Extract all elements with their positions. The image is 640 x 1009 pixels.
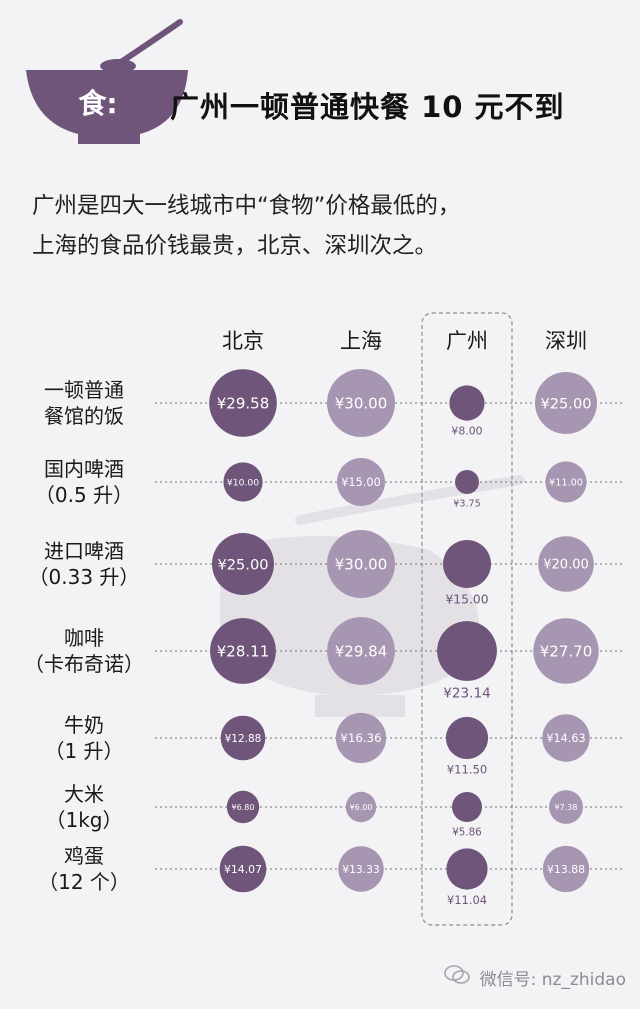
price-label: ¥11.04 [447, 893, 487, 907]
row-label: （1 升） [44, 739, 123, 763]
row-label: （0.5 升） [35, 483, 133, 507]
price-bubble [449, 385, 485, 421]
price-label: ¥12.88 [225, 733, 262, 745]
price-bubble [533, 618, 599, 684]
price-bubble [220, 715, 266, 761]
price-label: ¥20.00 [543, 558, 589, 573]
header: 食: 广州一顿普通快餐 10 元不到 [0, 0, 640, 160]
price-label: ¥30.00 [335, 394, 388, 412]
price-label: ¥13.33 [342, 863, 379, 876]
price-label: ¥14.63 [546, 732, 585, 745]
row-label: 牛奶 [64, 713, 104, 737]
row-label: 大米 [64, 782, 104, 806]
row-label: 一顿普通 [44, 378, 124, 402]
price-label: ¥23.14 [443, 685, 491, 701]
row-label: 餐馆的饭 [44, 404, 124, 428]
price-bubble [545, 461, 587, 503]
price-label: ¥28.11 [217, 642, 270, 660]
price-label: ¥25.00 [540, 395, 591, 412]
row-label: （卡布奇诺） [24, 652, 144, 676]
bowl-watermark [220, 475, 525, 717]
price-label: ¥8.00 [451, 424, 482, 437]
price-label: ¥29.84 [335, 642, 388, 660]
footer: 微信号: nz_zhidao [444, 965, 626, 990]
bowl-icon [26, 19, 188, 144]
price-bubble [327, 530, 395, 598]
wechat-icon [444, 965, 471, 990]
price-bubble [337, 458, 385, 506]
city-header: 北京 [222, 329, 264, 353]
price-bubble [446, 848, 488, 890]
price-label: ¥13.88 [547, 863, 585, 876]
price-label: ¥15.00 [341, 476, 381, 489]
price-bubble [219, 845, 267, 893]
price-bubble [327, 369, 395, 437]
row-label: 国内啤酒 [44, 457, 124, 481]
row-label: 咖啡 [64, 626, 104, 650]
chart-row: 鸡蛋（12 个） ¥14.07 ¥13.33 ¥11.04 ¥13.88 [38, 844, 625, 907]
price-bubble [549, 790, 583, 824]
price-label: ¥6.00 [350, 803, 373, 812]
chart-row: 大米（1kg） ¥6.80 ¥6.00 ¥5.86 ¥7.38 [45, 782, 625, 838]
price-label: ¥29.58 [217, 394, 270, 412]
price-bubble [209, 369, 277, 437]
price-bubble [345, 791, 377, 823]
intro-line-2: 上海的食品价钱最贵，北京、深圳次之。 [32, 233, 438, 259]
row-label: 进口啤酒 [44, 539, 124, 563]
price-bubble [455, 470, 479, 494]
price-label: ¥30.00 [335, 555, 388, 573]
price-bubble [452, 792, 482, 822]
price-label: ¥11.50 [447, 763, 488, 777]
price-label: ¥15.00 [445, 592, 488, 606]
chart-row: 牛奶（1 升） ¥12.88 ¥16.36 ¥11.50 ¥14.63 [44, 712, 625, 777]
row-label: （12 个） [38, 870, 130, 894]
city-header: 广州 [446, 329, 488, 353]
price-label: ¥5.86 [452, 826, 481, 838]
price-bubble [210, 618, 276, 684]
price-label: ¥27.70 [540, 642, 593, 660]
price-bubble [542, 714, 590, 762]
price-label: ¥7.38 [555, 803, 578, 812]
price-bubble [542, 845, 590, 893]
header-icon-char: 食: [78, 87, 118, 120]
highlight-column-frame [421, 312, 513, 926]
price-bubble [445, 716, 489, 760]
price-label: ¥25.00 [217, 556, 268, 573]
price-bubble [535, 372, 597, 434]
chart-row: 咖啡（卡布奇诺） ¥28.11 ¥29.84 ¥23.14 ¥27.70 [24, 617, 625, 701]
price-bubble [437, 621, 497, 681]
price-bubble [538, 536, 594, 592]
chart-row: 进口啤酒（0.33 升） ¥25.00 ¥30.00 ¥15.00 ¥20.00 [29, 530, 625, 606]
city-header: 上海 [340, 329, 382, 353]
price-label: ¥6.80 [232, 803, 255, 812]
chart-row: 国内啤酒（0.5 升） ¥10.00 ¥15.00 ¥3.75 ¥11.00 [35, 457, 625, 510]
price-bubble [338, 846, 384, 892]
intro-line-1: 广州是四大一线城市中“食物”价格最低的， [32, 193, 461, 219]
price-label: ¥14.07 [224, 863, 262, 876]
row-label: （0.33 升） [29, 565, 140, 589]
footer-text: 微信号: nz_zhidao [479, 970, 626, 990]
row-label: （1kg） [45, 808, 122, 832]
price-label: ¥11.00 [549, 477, 583, 488]
price-bubble [226, 790, 260, 824]
city-header: 深圳 [545, 329, 587, 353]
price-bubble [327, 617, 395, 685]
page-title: 广州一顿普通快餐 10 元不到 [170, 90, 565, 124]
row-label: 鸡蛋 [64, 844, 104, 868]
price-label: ¥10.00 [227, 477, 259, 488]
price-label: ¥16.36 [340, 731, 381, 745]
price-chart: 北京 上海 广州 深圳一顿普通 餐馆的饭 ¥29.58 ¥30.00 ¥8.00 ¥25.00 国… [0, 300, 640, 940]
price-bubble [443, 540, 491, 588]
price-bubble [335, 712, 387, 764]
price-bubble [212, 533, 274, 595]
intro-text: 广州是四大一线城市中“食物”价格最低的， 上海的食品价钱最贵，北京、深圳次之。 [32, 186, 622, 266]
price-bubble [223, 462, 263, 502]
price-label: ¥3.75 [453, 499, 480, 510]
